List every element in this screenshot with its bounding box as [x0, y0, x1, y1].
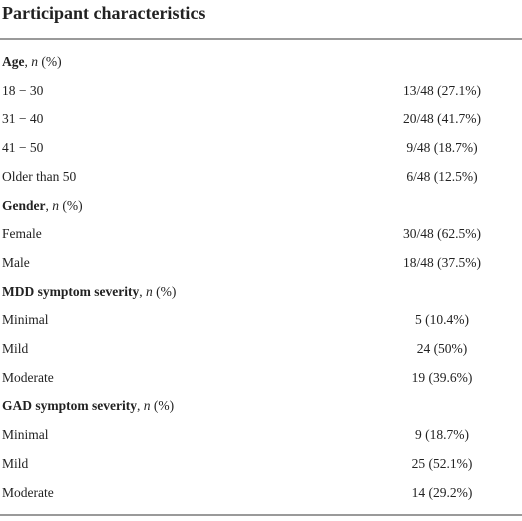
row-value: 19 (39.6%): [411, 369, 473, 385]
label-part: Gender: [2, 197, 46, 213]
label-part: ,: [24, 54, 32, 69]
row-value: 20/48 (41.7%): [403, 111, 481, 127]
label-part: MDD symptom severity: [2, 283, 140, 299]
label-part: Age: [2, 54, 25, 69]
section-label: GAD symptom severity, n (%): [2, 396, 174, 416]
row-label: 31 − 40: [2, 111, 44, 127]
label-part: ,: [136, 398, 144, 414]
row-label: Female: [2, 226, 42, 242]
label-part: (%): [150, 398, 175, 414]
row-value: 9 (18.7%): [415, 427, 469, 443]
row-value: 30/48 (62.5%): [403, 226, 481, 242]
label-part: (%): [152, 283, 177, 299]
table-row: 31 − 40 20/48 (41.7%): [2, 109, 520, 129]
table-row: Moderate 19 (39.6%): [2, 368, 520, 388]
section-header: MDD symptom severity, n (%): [2, 282, 520, 302]
row-label: Moderate: [2, 369, 54, 385]
row-value: 5 (10.4%): [415, 312, 469, 328]
table-row: Older than 50 6/48 (12.5%): [2, 167, 520, 187]
section-label: Age, n (%): [2, 52, 62, 72]
section-label: MDD symptom severity, n (%): [2, 282, 176, 302]
table-row: Minimal 5 (10.4%): [2, 310, 520, 330]
label-part: GAD symptom severity: [2, 398, 137, 414]
row-label: Minimal: [2, 312, 49, 328]
label-part: (%): [59, 197, 83, 213]
label-part: (%): [38, 54, 62, 69]
row-value: 6/48 (12.5%): [406, 168, 478, 184]
label-part: n: [145, 283, 153, 299]
row-value: 14 (29.2%): [411, 484, 473, 500]
section-header: Age, n (%): [2, 52, 520, 72]
table-title: Participant characteristics: [2, 3, 206, 23]
label-part: n: [143, 398, 151, 414]
row-value: 25 (52.1%): [411, 455, 473, 471]
table-row: Minimal 9 (18.7%): [2, 425, 520, 445]
table-row: Female 30/48 (62.5%): [2, 224, 520, 244]
label-part: n: [52, 197, 59, 213]
row-label: Moderate: [2, 484, 54, 500]
section-label: Gender, n (%): [2, 196, 83, 216]
row-label: Mild: [2, 455, 29, 471]
table-row: Male 18/48 (37.5%): [2, 253, 520, 273]
label-part: n: [31, 54, 38, 69]
row-value: 24 (50%): [416, 341, 468, 356]
row-label: 18 − 30: [2, 82, 44, 98]
row-value: 9/48 (18.7%): [406, 140, 478, 156]
label-part: ,: [139, 283, 146, 299]
row-label: Male: [2, 254, 30, 270]
row-value: 13/48 (27.1%): [403, 82, 481, 98]
row-label: Mild: [2, 341, 29, 356]
table-row: 41 − 50 9/48 (18.7%): [2, 138, 520, 158]
bottom-rule: [0, 514, 522, 516]
row-label: Minimal: [2, 427, 49, 443]
row-value: 18/48 (37.5%): [403, 254, 481, 270]
table-row: Mild 24 (50%): [2, 339, 520, 359]
row-label: 41 − 50: [2, 140, 44, 156]
label-part: ,: [45, 197, 53, 213]
table-row: 18 − 30 13/48 (27.1%): [2, 81, 520, 101]
top-rule: [0, 38, 522, 40]
section-header: GAD symptom severity, n (%): [2, 396, 520, 416]
row-label: Older than 50: [2, 168, 77, 184]
table-row: Mild 25 (52.1%): [2, 454, 520, 474]
section-header: Gender, n (%): [2, 196, 520, 216]
table-row: Moderate 14 (29.2%): [2, 483, 520, 503]
